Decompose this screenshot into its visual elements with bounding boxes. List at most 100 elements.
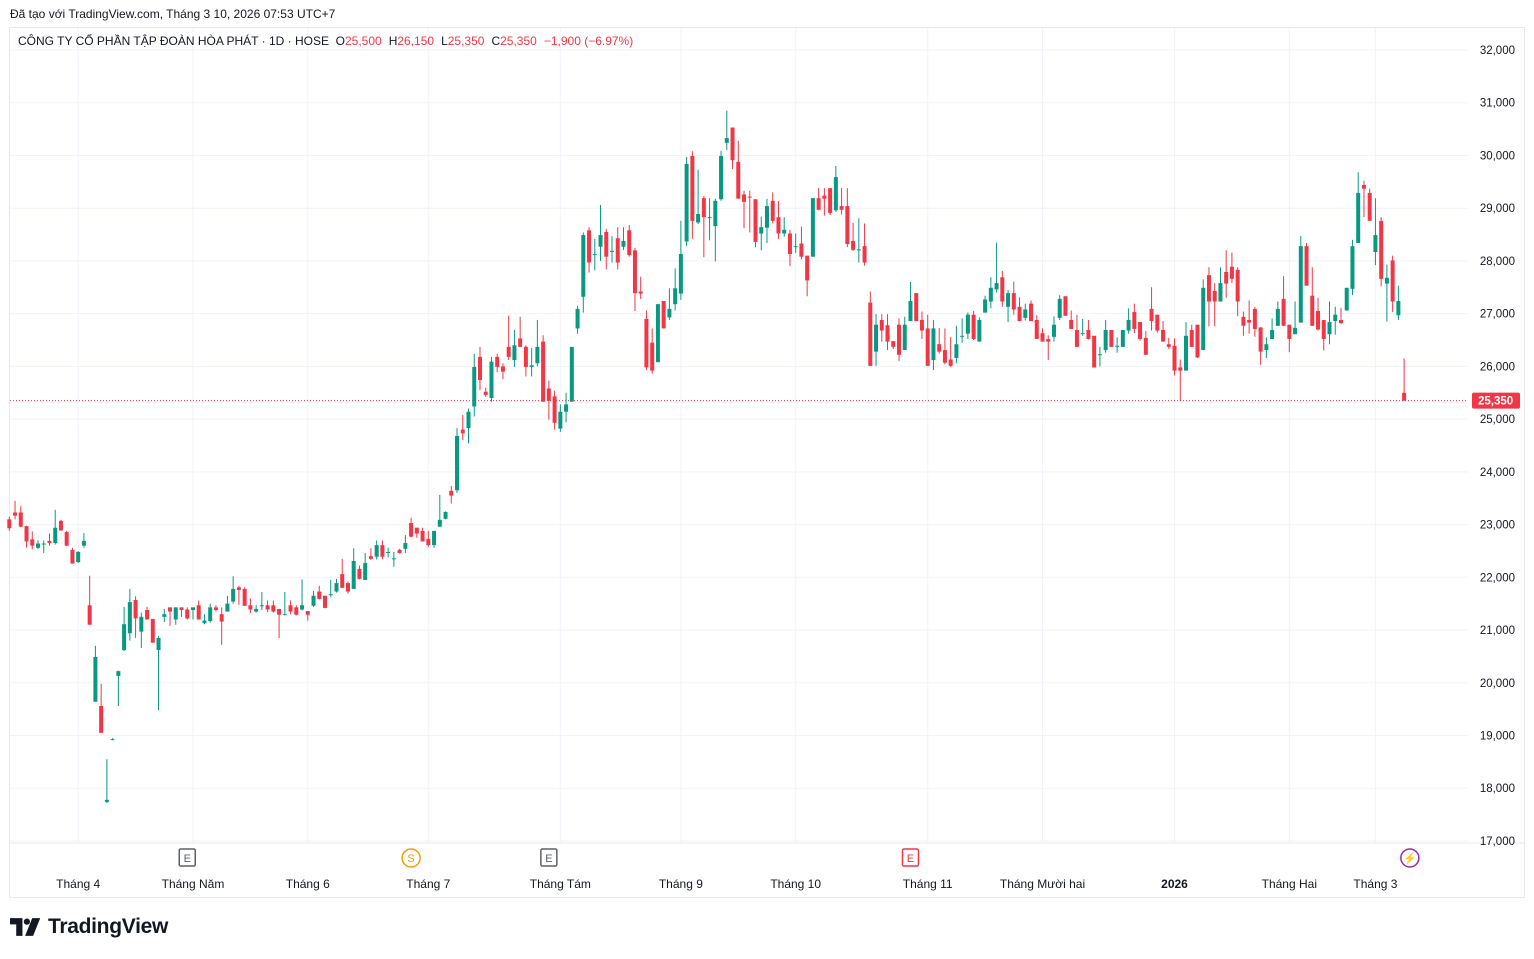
candle-body — [449, 490, 454, 496]
candle-body — [885, 325, 890, 342]
candle-body — [282, 614, 287, 616]
price-tick-label: 32,000 — [1480, 45, 1515, 57]
candle — [1241, 311, 1246, 336]
candle-body — [1218, 283, 1223, 302]
time-tick-label: Tháng 11 — [903, 877, 953, 891]
candle-body — [1161, 329, 1166, 342]
candle — [449, 486, 454, 504]
candle — [770, 192, 775, 224]
candle-body — [1350, 246, 1355, 289]
candle-body — [432, 530, 437, 546]
candle-body — [948, 359, 953, 366]
candle — [1338, 307, 1343, 324]
candle-body — [1195, 324, 1200, 358]
event-badge — [401, 848, 421, 868]
tradingview-logo-icon — [10, 918, 41, 936]
candle-body — [506, 346, 511, 357]
candle — [730, 127, 735, 170]
candle — [988, 277, 993, 309]
earnings-event-icon[interactable]: E — [540, 848, 558, 867]
candle-body — [1138, 322, 1143, 339]
candle — [397, 548, 402, 554]
candle — [908, 282, 913, 322]
candle — [403, 535, 408, 554]
candle-body — [782, 229, 787, 234]
earnings-event-icon[interactable]: E — [178, 848, 196, 867]
candle-body — [271, 605, 276, 612]
candle — [179, 607, 184, 617]
candle-body — [684, 163, 689, 242]
candle — [799, 226, 804, 260]
candle — [380, 540, 385, 560]
candle — [707, 198, 712, 241]
candle-body — [7, 519, 12, 529]
candle-body — [764, 206, 769, 228]
candle — [242, 587, 247, 606]
candle-body — [13, 512, 18, 516]
candle-body — [196, 605, 201, 620]
candle — [1040, 328, 1045, 342]
candle — [173, 607, 178, 625]
candle-body — [1092, 335, 1097, 368]
candle-body — [690, 155, 695, 221]
split-event-icon[interactable]: S — [401, 848, 421, 868]
candle — [432, 530, 437, 548]
candle — [18, 506, 23, 528]
price-tick-label: 17,000 — [1480, 836, 1515, 848]
candle — [1367, 188, 1372, 221]
candle-body — [730, 127, 735, 161]
candle-body — [53, 527, 58, 544]
tradingview-logo[interactable]: TradingView — [10, 915, 168, 939]
candle — [965, 312, 970, 339]
news-flash-event-icon[interactable]: ⚡ — [1400, 848, 1420, 868]
candle — [150, 618, 155, 643]
candle — [925, 314, 930, 366]
candle-body — [518, 338, 523, 347]
event-badge — [1400, 848, 1420, 868]
candle — [759, 216, 764, 251]
time-tick-label: 2026 — [1161, 877, 1188, 891]
candle-body — [770, 200, 775, 221]
candle — [1074, 314, 1079, 347]
candle-body — [300, 605, 305, 610]
candle — [793, 233, 798, 254]
candle — [638, 276, 643, 299]
candle — [1402, 358, 1407, 401]
candle-body — [845, 206, 850, 245]
close-label: C — [491, 34, 501, 48]
candle — [99, 683, 104, 733]
candle — [1298, 236, 1303, 323]
price-tick-label: 29,000 — [1480, 203, 1515, 215]
candle — [983, 295, 988, 313]
candle-body — [621, 240, 626, 247]
candle — [1310, 267, 1315, 326]
candle — [1017, 297, 1022, 322]
candle — [1189, 324, 1194, 347]
earnings-event-icon[interactable]: E — [901, 848, 920, 867]
time-tick-label: Tháng 9 — [659, 877, 703, 891]
candle-body — [500, 366, 505, 372]
candle-body — [1051, 324, 1056, 337]
candle — [546, 380, 551, 420]
candle — [472, 353, 477, 417]
candle — [81, 533, 86, 548]
candle — [1247, 300, 1252, 334]
open-label: O — [335, 34, 345, 48]
candle — [357, 565, 362, 580]
candle-body — [1057, 298, 1062, 318]
candle — [345, 581, 350, 594]
candle-body — [173, 607, 178, 620]
symbol-title: CÔNG TY CỔ PHẦN TẬP ĐOÀN HÒA PHÁT · 1D ·… — [18, 34, 329, 48]
low-value: 25,350 — [447, 34, 485, 48]
candle — [477, 346, 482, 391]
candle — [1293, 301, 1298, 335]
candle-body — [960, 335, 965, 337]
candle — [1120, 329, 1125, 347]
candle — [598, 205, 603, 261]
candle — [41, 540, 46, 554]
candle — [1132, 303, 1137, 334]
candle-body — [1287, 324, 1292, 339]
candle-body — [1361, 184, 1366, 189]
candle-body — [655, 304, 660, 363]
